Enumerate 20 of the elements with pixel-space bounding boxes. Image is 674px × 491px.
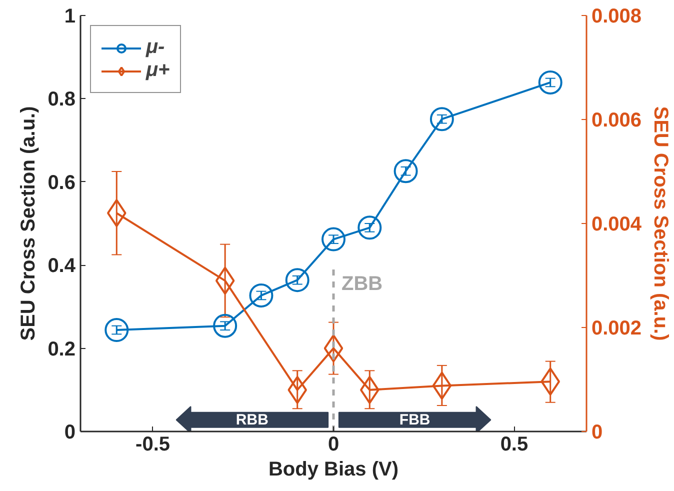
legend-label: μ+ xyxy=(146,59,170,82)
y2-tick-label: 0.008 xyxy=(592,6,642,28)
y2-tick-label: 0.006 xyxy=(592,110,642,132)
y-tick-label: 0.8 xyxy=(48,88,76,111)
y-axis-title: SEU Cross Section (a.u.) xyxy=(18,106,40,341)
y-tick-label: 0.2 xyxy=(48,338,76,360)
x-tick-label: -0.5 xyxy=(136,434,170,456)
x-tick-label: 0 xyxy=(328,434,340,456)
y2-tick-label: 0.004 xyxy=(592,214,642,236)
y-tick-label: 0.6 xyxy=(48,172,76,194)
y-tick-label: 1 xyxy=(64,6,76,28)
x-tick-label: 0.5 xyxy=(500,434,528,456)
y2-tick-label: 0.002 xyxy=(592,318,642,340)
x-axis-title: Body Bias (V) xyxy=(268,458,399,480)
y2-axis-title: SEU Cross Section (a.u.) xyxy=(650,106,672,341)
annotation: RBB xyxy=(236,411,269,428)
legend-label: μ- xyxy=(146,36,166,59)
ref-line-label: ZBB xyxy=(342,273,383,296)
annotation: FBB xyxy=(399,411,430,428)
y-tick-label: 0.4 xyxy=(48,255,76,278)
